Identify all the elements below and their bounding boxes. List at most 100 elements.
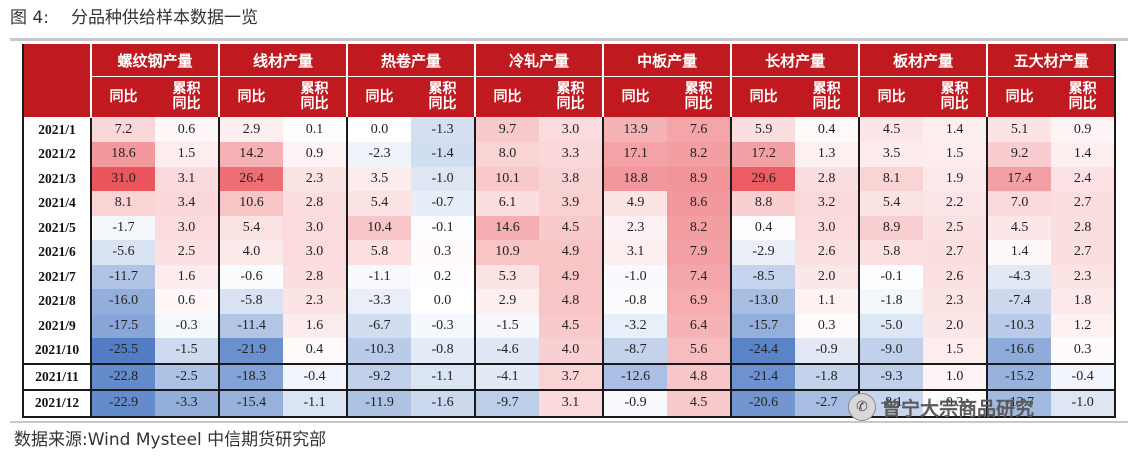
cell-cumulative-yoy: 2.5 bbox=[923, 215, 988, 240]
row-date: 2021/6 bbox=[23, 240, 91, 265]
cell-yoy: 4.5 bbox=[986, 215, 1052, 240]
row-date: 2021/2 bbox=[23, 142, 91, 167]
cell-yoy: 14.2 bbox=[218, 142, 284, 167]
cell-cumulative-yoy: 6.4 bbox=[667, 313, 732, 338]
cell-yoy: -2.9 bbox=[730, 240, 796, 265]
cell-cumulative-yoy: 2.4 bbox=[1051, 166, 1116, 191]
cell-yoy: -1.7 bbox=[90, 215, 155, 240]
cell-cumulative-yoy: 2.8 bbox=[283, 264, 348, 289]
cell-cumulative-yoy: 6.9 bbox=[667, 289, 732, 314]
sub-header-row: 同比 累积 同比 同比 累积 同比 同比 累积 同比 同比 累积 同比 同比 累积 同比 同比 累积 同比 同比 累积… bbox=[23, 76, 1116, 117]
cell-yoy: 10.9 bbox=[474, 240, 540, 265]
cell-cumulative-yoy: 0.3 bbox=[1051, 338, 1116, 364]
cell-yoy: 2.9 bbox=[218, 117, 284, 142]
cell-yoy: 5.9 bbox=[730, 117, 796, 142]
cell-cumulative-yoy: 1.1 bbox=[795, 289, 860, 314]
sub-header-yoy: 同比 bbox=[602, 76, 668, 117]
sub-header-yoy: 同比 bbox=[90, 76, 155, 117]
cell-yoy: -15.7 bbox=[730, 313, 796, 338]
cell-yoy: -8.7 bbox=[602, 338, 668, 364]
cell-cumulative-yoy: 3.0 bbox=[155, 215, 220, 240]
cell-yoy: 8.0 bbox=[474, 142, 540, 167]
cell-yoy: -22.8 bbox=[90, 362, 155, 390]
table-row: 2021/10 -25.5 -1.5 -21.9 0.4 -10.3 -0.8 -4.6 4.0… bbox=[23, 338, 1116, 364]
table-row: 2021/7 -11.7 1.6 -0.6 2.8 -1.1 0.2 5.3 4.9 -1.0 7.… bbox=[23, 264, 1116, 289]
cell-cumulative-yoy: 0.3 bbox=[795, 313, 860, 338]
cell-cumulative-yoy: -0.4 bbox=[1051, 362, 1116, 390]
cell-yoy: -1.8 bbox=[858, 289, 924, 314]
cell-yoy: -20.6 bbox=[730, 389, 796, 417]
cell-yoy: -2.3 bbox=[346, 142, 412, 167]
cell-cumulative-yoy: 1.8 bbox=[1051, 289, 1116, 314]
cell-yoy: 10.4 bbox=[346, 215, 412, 240]
cell-cumulative-yoy: 4.9 bbox=[539, 240, 604, 265]
cell-yoy: -21.9 bbox=[218, 338, 284, 364]
cell-yoy: 8.9 bbox=[858, 215, 924, 240]
cell-yoy: -13.0 bbox=[730, 289, 796, 314]
sub-header-yoy: 同比 bbox=[346, 76, 412, 117]
cell-yoy: 10.6 bbox=[218, 191, 284, 216]
cell-yoy: -0.8 bbox=[602, 289, 668, 314]
table-row: 2021/9 -17.5 -0.3 -11.4 1.6 -6.7 -0.3 -1.5 4.5 -3… bbox=[23, 313, 1116, 338]
cell-cumulative-yoy: -0.1 bbox=[411, 215, 476, 240]
cell-cumulative-yoy: 4.8 bbox=[667, 362, 732, 390]
cell-cumulative-yoy: 5.6 bbox=[667, 338, 732, 364]
figure-title-text: 分品种供给样本数据一览 bbox=[70, 8, 258, 28]
row-date: 2021/7 bbox=[23, 264, 91, 289]
cell-yoy: -4.6 bbox=[474, 338, 540, 364]
cell-cumulative-yoy: 0.0 bbox=[411, 289, 476, 314]
sub-header-cumulative-yoy: 累积 同比 bbox=[411, 76, 476, 117]
table-row: 2021/6 -5.6 2.5 4.0 3.0 5.8 0.3 10.9 4.9 3.1 7.9 -2… bbox=[23, 240, 1116, 265]
group-header-row: 螺纹钢产量 线材产量 热卷产量 冷轧产量 中板产量 长材产量 板材产量 五大材产量 bbox=[23, 44, 1116, 118]
table-row: 2021/5 -1.7 3.0 5.4 3.0 10.4 -0.1 14.6 4.5 2.3 8.2… bbox=[23, 215, 1116, 240]
cell-cumulative-yoy: 2.8 bbox=[795, 166, 860, 191]
cell-cumulative-yoy: 0.4 bbox=[283, 338, 348, 364]
cell-cumulative-yoy: 3.4 bbox=[155, 191, 220, 216]
figure-number: 图 4: bbox=[10, 8, 49, 28]
cell-cumulative-yoy: 1.4 bbox=[1051, 142, 1116, 167]
cell-cumulative-yoy: 1.5 bbox=[923, 142, 988, 167]
group-header: 线材产量 bbox=[218, 44, 348, 77]
cell-cumulative-yoy: -2.5 bbox=[155, 362, 220, 390]
cell-yoy: 5.4 bbox=[346, 191, 412, 216]
cell-yoy: -6.7 bbox=[346, 313, 412, 338]
cell-cumulative-yoy: 3.0 bbox=[283, 215, 348, 240]
supply-data-table: 螺纹钢产量 线材产量 热卷产量 冷轧产量 中板产量 长材产量 板材产量 五大材产量 同比 累积同… bbox=[22, 44, 1117, 418]
cell-yoy: -9.0 bbox=[858, 338, 924, 364]
cell-cumulative-yoy: -1.4 bbox=[411, 142, 476, 167]
corner-cell bbox=[23, 44, 91, 118]
sub-header-yoy: 同比 bbox=[218, 76, 284, 117]
cell-yoy: 13.9 bbox=[602, 117, 668, 142]
cell-yoy: -1.5 bbox=[474, 313, 540, 338]
cell-yoy: 2.9 bbox=[474, 289, 540, 314]
cell-yoy: 4.5 bbox=[858, 117, 924, 142]
cell-yoy: -9.3 bbox=[858, 362, 924, 390]
cell-cumulative-yoy: 2.2 bbox=[923, 191, 988, 216]
cell-yoy: 0.0 bbox=[346, 117, 412, 142]
cell-yoy: 1.4 bbox=[986, 240, 1052, 265]
cell-cumulative-yoy: 3.2 bbox=[795, 191, 860, 216]
cell-cumulative-yoy: 2.5 bbox=[155, 240, 220, 265]
cell-yoy: -1.1 bbox=[346, 264, 412, 289]
cell-yoy: 8.1 bbox=[858, 166, 924, 191]
cell-cumulative-yoy: -3.3 bbox=[155, 389, 220, 417]
group-header: 螺纹钢产量 bbox=[89, 44, 220, 77]
cell-cumulative-yoy: 4.9 bbox=[539, 264, 604, 289]
top-rule bbox=[10, 38, 1128, 41]
row-date: 2021/3 bbox=[23, 166, 91, 191]
cell-cumulative-yoy: 3.8 bbox=[539, 166, 604, 191]
cell-cumulative-yoy: 0.9 bbox=[1051, 117, 1116, 142]
cell-yoy: -4.3 bbox=[986, 264, 1052, 289]
cell-cumulative-yoy: -1.0 bbox=[1051, 389, 1116, 417]
cell-yoy: 7.0 bbox=[986, 191, 1052, 216]
cell-yoy: 8.1 bbox=[90, 191, 155, 216]
cell-yoy: 18.6 bbox=[90, 142, 155, 167]
group-header: 中板产量 bbox=[602, 44, 732, 77]
cell-cumulative-yoy: -0.8 bbox=[411, 338, 476, 364]
cell-yoy: -5.6 bbox=[90, 240, 155, 265]
sub-header-cumulative-yoy: 累积 同比 bbox=[155, 76, 220, 117]
cell-cumulative-yoy: 1.5 bbox=[155, 142, 220, 167]
cell-yoy: -15.2 bbox=[986, 362, 1052, 390]
row-date: 2021/9 bbox=[23, 313, 91, 338]
cell-yoy: 7.2 bbox=[90, 117, 155, 142]
